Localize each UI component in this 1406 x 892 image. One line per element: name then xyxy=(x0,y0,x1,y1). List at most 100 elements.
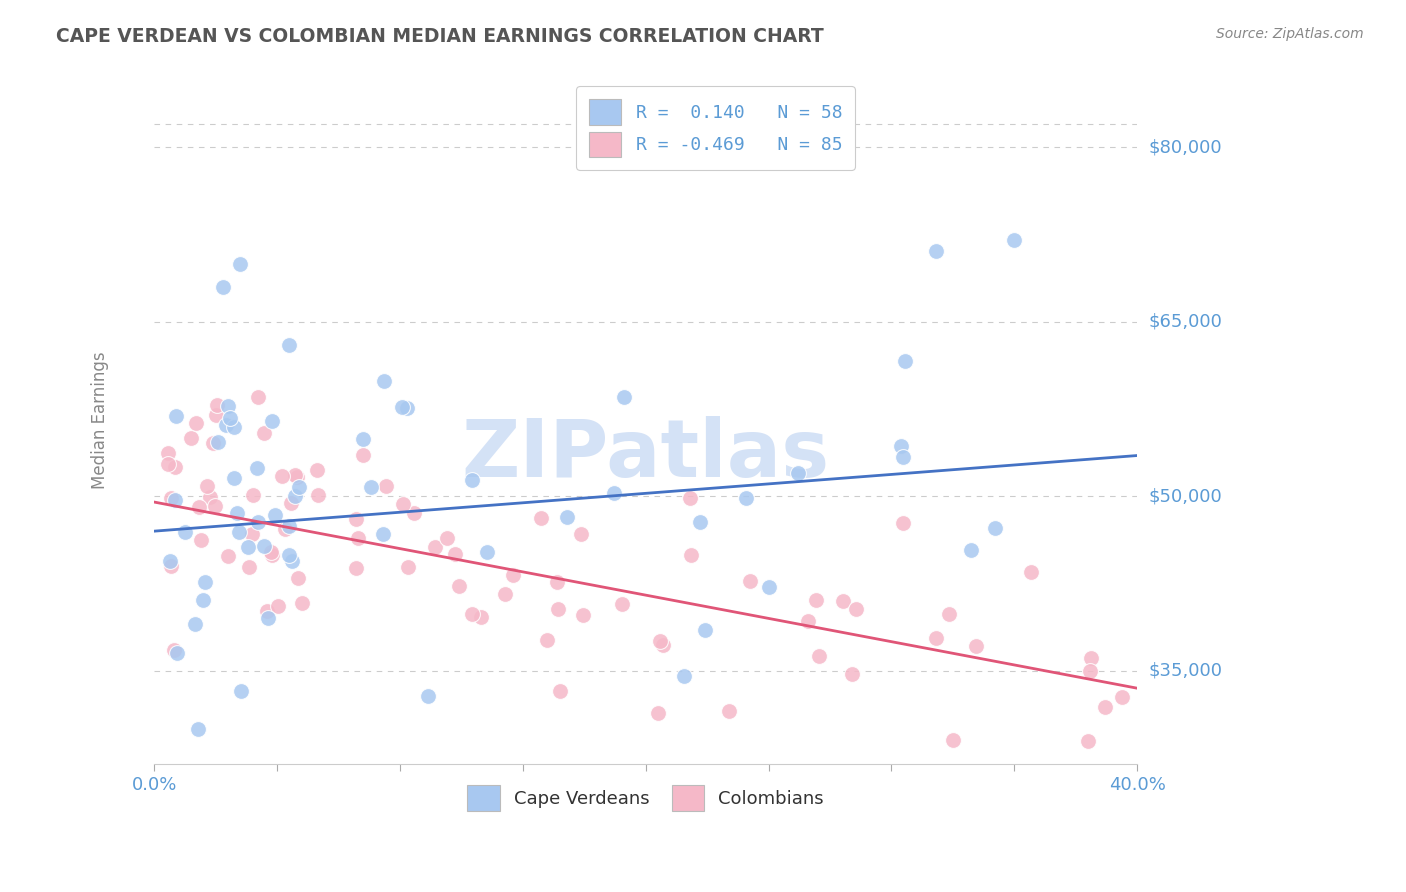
Point xyxy=(718,704,741,718)
Point xyxy=(689,515,711,529)
Point xyxy=(160,491,183,505)
Point xyxy=(391,400,413,414)
Point xyxy=(941,733,963,747)
Point xyxy=(156,457,179,471)
Point xyxy=(373,375,395,389)
Point xyxy=(222,419,245,434)
Point xyxy=(278,338,301,352)
Point xyxy=(371,527,394,541)
Point xyxy=(229,256,252,270)
Point xyxy=(194,574,217,589)
Point xyxy=(287,480,309,494)
Point xyxy=(1002,233,1025,247)
Point xyxy=(260,548,283,562)
Point xyxy=(569,527,592,541)
Point xyxy=(977,780,1000,794)
Point xyxy=(807,648,830,663)
Point xyxy=(344,561,367,575)
Point xyxy=(894,353,917,368)
Point xyxy=(893,450,915,465)
Point xyxy=(960,542,983,557)
Point xyxy=(253,425,276,440)
Legend: Cape Verdeans, Colombians: Cape Verdeans, Colombians xyxy=(454,772,837,823)
Point xyxy=(392,497,415,511)
Point xyxy=(228,525,250,540)
Point xyxy=(740,574,762,589)
Point xyxy=(530,511,553,525)
Point xyxy=(673,669,696,683)
Point xyxy=(555,510,578,524)
Point xyxy=(284,489,307,503)
Point xyxy=(307,487,329,501)
Point xyxy=(475,544,498,558)
Point xyxy=(651,638,673,652)
Point xyxy=(204,499,226,513)
Point xyxy=(281,554,304,568)
Point xyxy=(191,593,214,607)
Point xyxy=(546,575,568,590)
Text: Source: ZipAtlas.com: Source: ZipAtlas.com xyxy=(1216,27,1364,41)
Point xyxy=(425,541,447,555)
Point xyxy=(195,478,218,492)
Point xyxy=(1019,565,1042,579)
Point xyxy=(470,610,492,624)
Point xyxy=(547,602,569,616)
Point xyxy=(797,614,820,628)
Point xyxy=(284,468,307,483)
Point xyxy=(160,558,183,573)
Point xyxy=(603,485,626,500)
Point xyxy=(218,411,240,425)
Point xyxy=(693,623,716,637)
Point xyxy=(360,479,382,493)
Text: CAPE VERDEAN VS COLOMBIAN MEDIAN EARNINGS CORRELATION CHART: CAPE VERDEAN VS COLOMBIAN MEDIAN EARNING… xyxy=(56,27,824,45)
Point xyxy=(247,391,270,405)
Point xyxy=(1077,733,1099,747)
Point xyxy=(965,639,987,653)
Point xyxy=(260,414,283,428)
Point xyxy=(758,580,780,594)
Point xyxy=(344,512,367,526)
Point xyxy=(184,617,207,632)
Text: $80,000: $80,000 xyxy=(1149,138,1222,156)
Point xyxy=(352,448,374,462)
Text: $35,000: $35,000 xyxy=(1149,662,1222,680)
Point xyxy=(352,432,374,446)
Point xyxy=(173,525,195,540)
Point xyxy=(647,706,669,721)
Point xyxy=(217,549,239,563)
Point xyxy=(187,500,209,515)
Point xyxy=(804,593,827,607)
Point xyxy=(1080,651,1102,665)
Point xyxy=(267,599,290,613)
Point xyxy=(205,397,228,411)
Point xyxy=(845,602,868,616)
Text: Median Earnings: Median Earnings xyxy=(91,351,110,490)
Point xyxy=(494,587,516,601)
Point xyxy=(280,496,302,510)
Point xyxy=(831,594,853,608)
Point xyxy=(202,435,225,450)
Point xyxy=(938,607,960,622)
Point xyxy=(291,596,314,610)
Point xyxy=(924,244,946,259)
Point xyxy=(460,473,482,487)
Point xyxy=(229,684,252,698)
Point xyxy=(278,519,301,533)
Text: ZIPatlas: ZIPatlas xyxy=(461,416,830,494)
Point xyxy=(247,515,270,529)
Point xyxy=(264,508,287,522)
Point xyxy=(502,567,524,582)
Point xyxy=(163,643,186,657)
Point xyxy=(184,417,207,431)
Point xyxy=(891,516,914,530)
Point xyxy=(212,280,235,294)
Point xyxy=(271,469,294,483)
Point xyxy=(787,466,810,480)
Point xyxy=(396,401,419,415)
Point xyxy=(305,463,328,477)
Point xyxy=(166,647,188,661)
Point xyxy=(548,684,571,698)
Point xyxy=(156,446,179,460)
Point xyxy=(198,491,221,505)
Point xyxy=(613,390,636,404)
